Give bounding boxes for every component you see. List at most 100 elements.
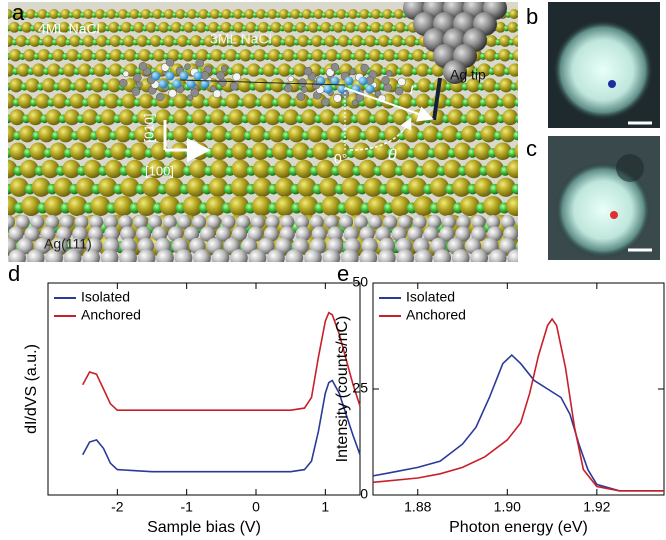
ag-atom xyxy=(104,226,120,242)
cl-atom xyxy=(485,159,504,179)
cl-atom xyxy=(466,78,481,93)
cl-atom xyxy=(109,35,122,47)
molecule-atom xyxy=(349,68,356,75)
ag-atom xyxy=(24,226,40,242)
cl-atom xyxy=(14,9,25,19)
cl-atom xyxy=(136,35,149,47)
molecule-atom xyxy=(344,76,354,86)
cl-atom xyxy=(186,177,206,197)
cl-atom xyxy=(195,21,207,33)
ag-atom xyxy=(17,237,34,255)
cl-atom xyxy=(251,142,270,161)
ag-atom xyxy=(133,215,148,229)
cl-atom xyxy=(145,21,157,33)
cl-atom xyxy=(441,125,459,143)
cl-atom xyxy=(138,48,152,62)
cl-atom xyxy=(29,142,48,161)
cl-atom xyxy=(344,195,365,217)
cl-atom xyxy=(231,159,250,179)
ag-atom xyxy=(8,249,27,262)
molecule-atom xyxy=(284,83,293,93)
cl-atom xyxy=(130,142,149,161)
cl-atom xyxy=(436,195,457,217)
cl-atom xyxy=(450,93,466,109)
cl-atom xyxy=(337,109,354,126)
cl-atom xyxy=(221,9,232,19)
molecule-atom xyxy=(186,94,194,101)
cl-atom xyxy=(55,35,68,47)
na-atom xyxy=(0,166,2,176)
cl-atom xyxy=(253,48,267,62)
molecule-atom xyxy=(351,99,359,106)
cl-atom xyxy=(110,142,128,161)
ag-atom xyxy=(500,215,515,229)
cl-atom xyxy=(32,63,46,77)
cl-atom xyxy=(69,35,82,47)
ag-atom xyxy=(258,237,275,255)
angle-arc xyxy=(349,117,412,151)
cl-atom xyxy=(208,21,220,33)
cl-atom xyxy=(231,142,250,161)
ag-atom xyxy=(503,226,518,242)
cl-atom xyxy=(0,9,2,19)
molecule-atom xyxy=(330,76,340,86)
ag-atom xyxy=(423,226,439,242)
cl-atom xyxy=(173,93,189,109)
legend-label: Anchored xyxy=(406,307,466,323)
cl-atom xyxy=(18,125,36,143)
cl-atom xyxy=(371,9,381,19)
cl-atom xyxy=(297,35,310,47)
cl-atom xyxy=(459,195,480,217)
ag-atom xyxy=(295,226,311,242)
cl-atom xyxy=(21,195,42,217)
cl-atom xyxy=(245,21,257,33)
cl-atom xyxy=(115,125,132,143)
na-atom xyxy=(512,131,518,141)
cl-atom xyxy=(149,35,162,47)
cl-atom xyxy=(224,48,238,62)
cl-atom xyxy=(69,142,88,161)
na-atom xyxy=(514,114,518,123)
panel-label: c xyxy=(526,136,537,161)
cl-atom xyxy=(49,142,68,161)
ag-atom xyxy=(486,215,501,229)
cl-atom xyxy=(0,109,7,125)
x-tick-label: -1 xyxy=(180,499,193,515)
cl-atom xyxy=(63,109,80,126)
tip-position xyxy=(608,80,616,88)
cl-atom xyxy=(9,78,24,93)
ag-atom xyxy=(516,241,518,251)
cl-atom xyxy=(274,177,295,197)
cl-atom xyxy=(67,195,88,217)
cl-atom xyxy=(16,63,31,77)
cl-atom xyxy=(312,142,330,161)
x-tick-label: 1 xyxy=(321,499,329,515)
cl-atom xyxy=(340,48,353,62)
na-atom xyxy=(533,114,542,123)
cl-atom xyxy=(368,48,382,62)
cl-atom xyxy=(482,195,503,217)
r-arrow xyxy=(344,87,434,122)
cl-atom xyxy=(121,93,137,109)
cl-atom xyxy=(254,78,269,93)
cl-atom xyxy=(136,195,157,217)
cl-atom xyxy=(187,9,197,19)
ag-atom xyxy=(488,249,507,262)
cl-atom xyxy=(168,159,187,179)
cl-atom xyxy=(277,93,293,109)
ag-atom xyxy=(263,226,279,242)
cl-atom xyxy=(374,109,391,126)
substrate-label: Ag(111) xyxy=(44,236,92,252)
y-tick-label: 0 xyxy=(360,486,368,502)
ag-atom xyxy=(359,249,378,262)
cl-atom xyxy=(518,178,537,197)
na-atom xyxy=(0,98,3,106)
molecule-atom xyxy=(172,79,182,89)
ag-atom xyxy=(507,249,518,262)
y-tick-label: 25 xyxy=(352,380,368,396)
cl-atom xyxy=(498,78,514,93)
cl-atom xyxy=(270,21,282,33)
ag-atom xyxy=(322,249,341,262)
cl-atom xyxy=(270,35,283,47)
cl-atom xyxy=(397,48,411,62)
